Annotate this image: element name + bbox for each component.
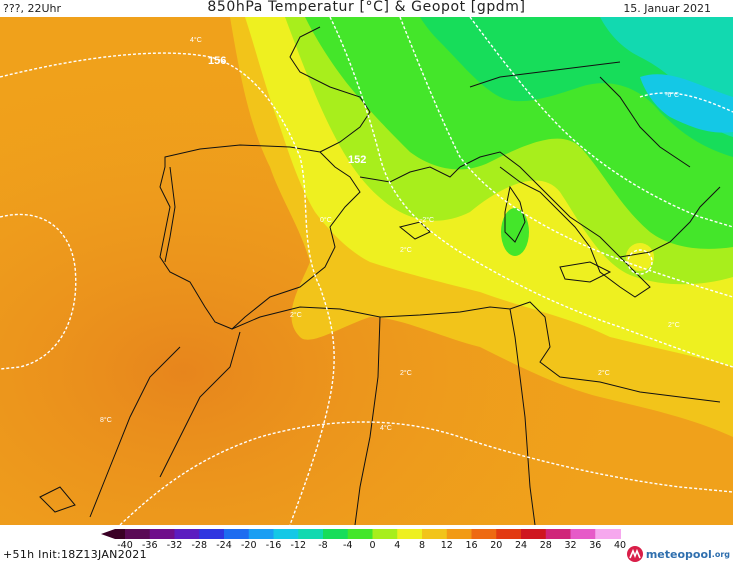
contour-152: [329, 17, 733, 368]
scale-tick-label: 36: [589, 540, 602, 551]
contour-label-156: 156: [208, 55, 226, 67]
scale-swatch: [347, 529, 374, 539]
scale-swatch: [174, 529, 201, 539]
corsica-sardinia: [504, 185, 526, 243]
scale-swatch: [125, 529, 151, 539]
iberia-coast: [159, 144, 361, 330]
north-africa-coast: [231, 301, 721, 403]
scale-tick-label: 0: [369, 540, 376, 551]
scale-swatch: [224, 529, 250, 539]
scale-swatch: [273, 529, 300, 539]
brand-suffix: .org: [711, 549, 730, 559]
temp-label: 4°C: [190, 36, 202, 44]
contour-calabria: [627, 249, 653, 275]
scale-swatch: [422, 529, 448, 539]
contour-144: [469, 17, 733, 228]
contour-156: [0, 52, 335, 525]
model-init-info: +51h Init:18Z13JAN2021: [3, 548, 147, 561]
temp-label: 2°C: [400, 369, 412, 377]
scale-tick-label: 4: [394, 540, 401, 551]
geopotential-contours: [0, 17, 733, 525]
temp-label: -2°C: [420, 216, 434, 224]
algeria-tunisia-border: [509, 308, 536, 525]
scale-tick-label: -32: [166, 540, 183, 551]
brand-name: meteopool: [645, 547, 712, 561]
temp-label: 2°C: [290, 311, 302, 319]
coastlines: [39, 26, 721, 525]
scale-tick-label: 32: [564, 540, 577, 551]
scale-tick-label: 20: [490, 540, 503, 551]
morocco-algeria-border: [159, 331, 241, 478]
algeria-border: [354, 316, 381, 525]
map-title: 850hPa Temperatur [°C] & Geopot [gpdm]: [207, 0, 526, 15]
scale-swatch: [471, 529, 498, 539]
temperature-map: 156 152 4°C 0°C -2°C 2°C 2°C 2°C 2°C 2°C…: [0, 17, 733, 525]
temperature-color-scale: [101, 529, 621, 539]
contour-140: [639, 92, 733, 113]
temp-label: 4°C: [380, 424, 392, 432]
temperature-band-minus20-minus16: [640, 74, 733, 133]
scale-swatch: [248, 529, 275, 539]
scale-swatch: [372, 529, 399, 539]
france-west-coast: [289, 26, 371, 153]
scale-tick-label: -36: [141, 540, 158, 551]
scale-tick-label: -8: [318, 540, 328, 551]
italy-coast: [459, 151, 651, 298]
scale-swatch: [446, 529, 473, 539]
temp-label: -6°C: [665, 91, 679, 99]
temp-label: 2°C: [598, 369, 610, 377]
scale-swatch: [595, 529, 621, 539]
temp-label: 8°C: [100, 416, 112, 424]
scale-tick-label: 24: [514, 540, 528, 551]
temp-label: 2°C: [400, 246, 412, 254]
scale-tick-label: 28: [539, 540, 552, 551]
contour-160-west: [0, 213, 77, 370]
scale-tick-label: -40: [117, 540, 133, 551]
temp-label: 2°C: [668, 321, 680, 329]
scale-tick-label: 40: [613, 540, 627, 551]
scale-swatch: [323, 529, 349, 539]
scale-swatch: [397, 529, 423, 539]
scale-arrow-left: [101, 529, 115, 539]
temp-label: 0°C: [320, 216, 332, 224]
scale-swatch: [545, 529, 572, 539]
corsica-cold-pocket: [501, 208, 529, 256]
scale-swatch: [521, 529, 547, 539]
scale-tick-label: -28: [191, 540, 208, 551]
contour-148: [399, 17, 733, 298]
scale-tick-label: -16: [265, 540, 282, 551]
portugal-border: [164, 166, 176, 263]
color-scale-labels: -40 -36 -32 -28 -24 -20 -16 -12 -8 -4 0 4 8 12 16 20 24 2…: [0, 540, 733, 554]
scale-tick-label: -24: [216, 540, 232, 551]
scale-tick-label: -20: [240, 540, 257, 551]
scale-tick-label: -4: [343, 540, 353, 551]
balearic-islands: [398, 221, 431, 240]
scale-swatch: [298, 529, 324, 539]
france-south-coast: [359, 166, 461, 183]
alps-border: [469, 61, 621, 88]
scale-tick-label: 12: [440, 540, 453, 551]
contour-label-152: 152: [348, 154, 366, 166]
scale-tick-label: -12: [290, 540, 307, 551]
scale-tick-label: 16: [465, 540, 478, 551]
meteopool-logo-icon: [626, 546, 643, 562]
canary-islands: [39, 486, 76, 513]
sicily: [559, 261, 612, 283]
forecast-date: 15. Januar 2021: [623, 2, 711, 15]
contour-labels: 156 152 4°C 0°C -2°C 2°C 2°C 2°C 2°C 2°C…: [100, 36, 680, 432]
scale-swatch: [199, 529, 225, 539]
calabria-warm-pocket: [626, 243, 654, 271]
scale-swatch: [149, 529, 176, 539]
scale-swatch: [570, 529, 597, 539]
morocco-atlantic-coast: [89, 346, 181, 518]
scale-swatch: [496, 529, 522, 539]
meteopool-brand[interactable]: meteopool .org: [626, 544, 730, 564]
balkans-border: [599, 76, 691, 168]
forecast-time-label: ???, 22Uhr: [3, 2, 62, 15]
scale-tick-label: 8: [418, 540, 426, 551]
adriatic-coast: [619, 186, 721, 258]
